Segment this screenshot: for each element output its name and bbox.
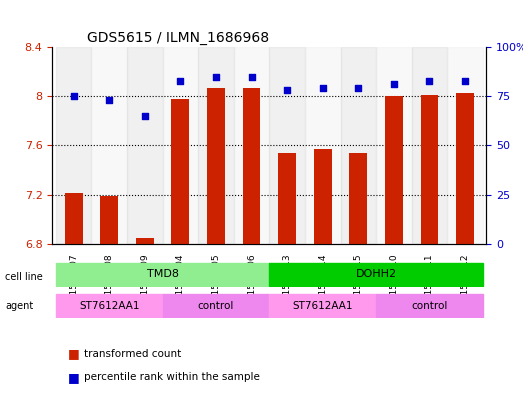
FancyBboxPatch shape <box>269 294 376 317</box>
Text: ■: ■ <box>68 347 79 360</box>
Point <box>390 81 398 88</box>
Bar <box>349 153 367 244</box>
Point <box>319 85 327 92</box>
Text: agent: agent <box>5 301 33 311</box>
Point <box>141 113 149 119</box>
Point <box>70 93 78 99</box>
Point <box>176 77 185 84</box>
FancyBboxPatch shape <box>56 263 269 286</box>
Text: cell line: cell line <box>5 272 43 282</box>
Text: transformed count: transformed count <box>84 349 181 359</box>
Bar <box>385 96 403 244</box>
Text: ST7612AA1: ST7612AA1 <box>292 301 353 310</box>
Bar <box>456 93 474 244</box>
Bar <box>420 95 438 244</box>
Text: DOHH2: DOHH2 <box>356 269 396 279</box>
Bar <box>172 99 189 244</box>
Bar <box>65 193 83 244</box>
Bar <box>234 47 269 244</box>
Bar <box>447 47 483 244</box>
Bar <box>198 47 234 244</box>
Point <box>247 73 256 80</box>
Text: ■: ■ <box>68 371 79 384</box>
Bar <box>136 237 154 244</box>
Point <box>461 77 469 84</box>
FancyBboxPatch shape <box>56 294 163 317</box>
Bar <box>278 153 296 244</box>
Text: percentile rank within the sample: percentile rank within the sample <box>84 372 259 382</box>
FancyBboxPatch shape <box>269 263 483 286</box>
FancyBboxPatch shape <box>376 294 483 317</box>
Point <box>105 97 113 103</box>
Bar <box>127 47 163 244</box>
Bar <box>412 47 447 244</box>
Text: control: control <box>411 301 448 310</box>
Bar <box>100 196 118 244</box>
Bar <box>92 47 127 244</box>
Point <box>354 85 362 92</box>
Text: control: control <box>198 301 234 310</box>
Point <box>212 73 220 80</box>
FancyBboxPatch shape <box>163 294 269 317</box>
Text: TMD8: TMD8 <box>146 269 178 279</box>
Bar <box>243 88 260 244</box>
Point <box>425 77 434 84</box>
Text: ST7612AA1: ST7612AA1 <box>79 301 140 310</box>
Bar <box>207 88 225 244</box>
Point <box>283 87 291 94</box>
Bar <box>163 47 198 244</box>
Text: GDS5615 / ILMN_1686968: GDS5615 / ILMN_1686968 <box>87 31 269 45</box>
Bar <box>340 47 376 244</box>
Bar <box>376 47 412 244</box>
Bar <box>314 149 332 244</box>
Bar <box>305 47 340 244</box>
Bar <box>56 47 92 244</box>
Bar <box>269 47 305 244</box>
